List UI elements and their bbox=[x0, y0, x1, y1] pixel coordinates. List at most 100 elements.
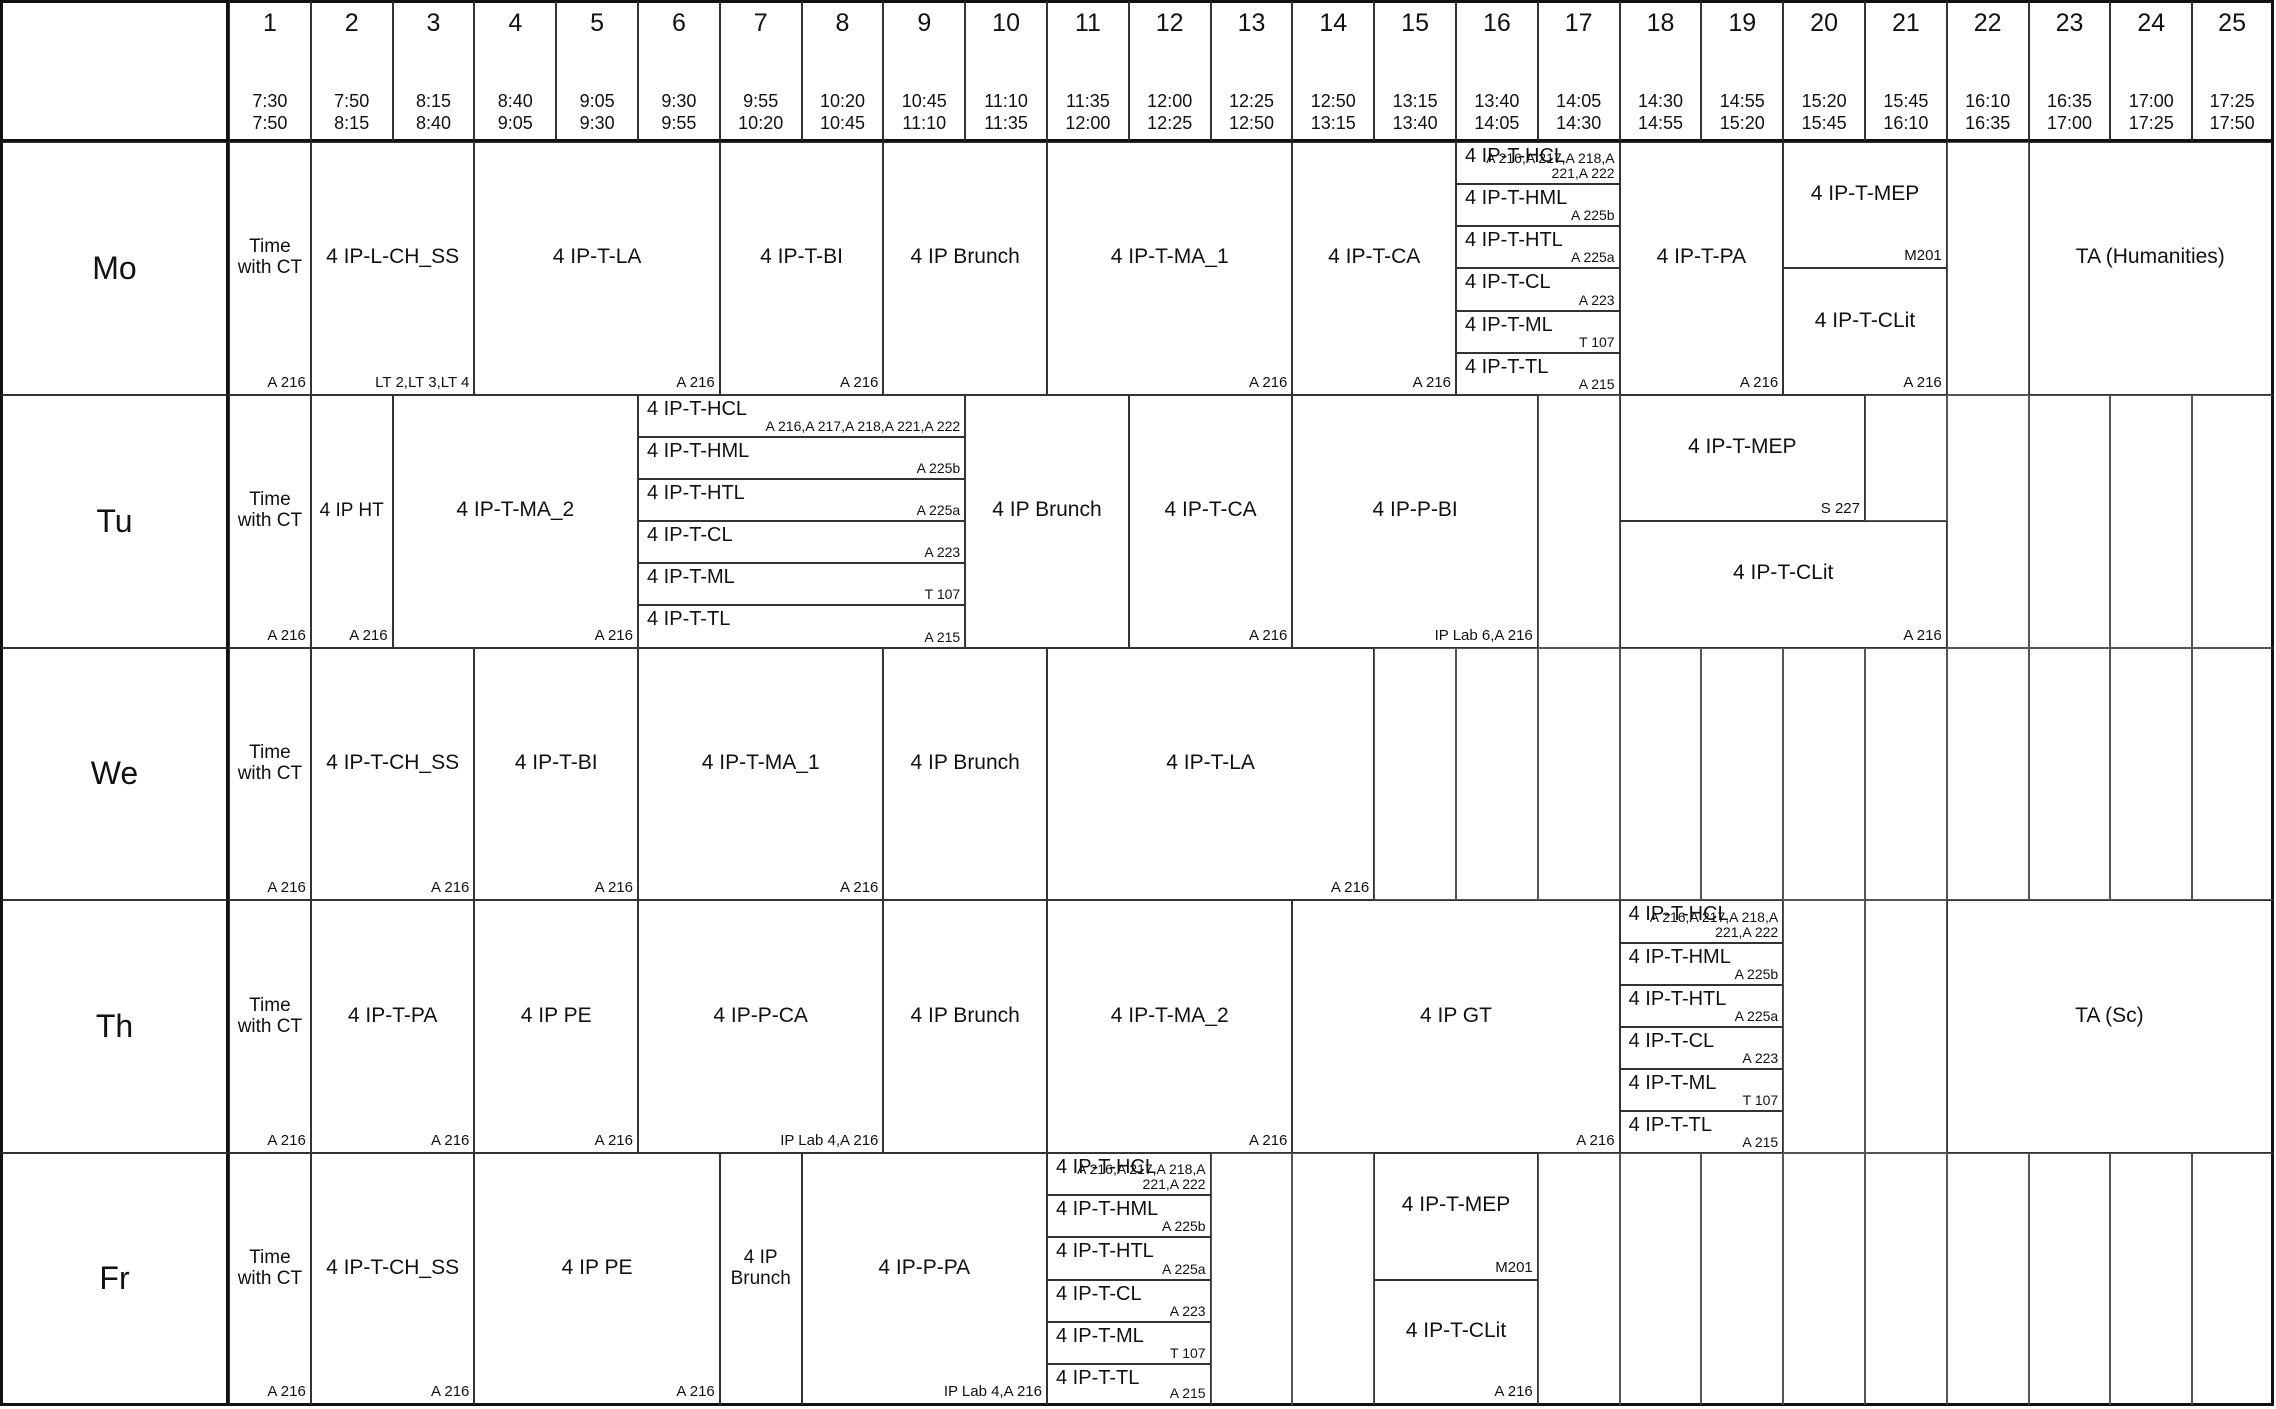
lesson-block[interactable]: 4 IP-T-MA_1 A 216 bbox=[638, 647, 884, 901]
lesson-block[interactable]: 4 IP Brunch bbox=[883, 647, 1047, 901]
lesson-block[interactable]: 4 IP-P-BI IP Lab 6,A 216 bbox=[1292, 394, 1538, 648]
lesson-block[interactable]: 4 IP-T-CA A 216 bbox=[1128, 394, 1293, 648]
lesson-group-option[interactable]: 4 IP-T-CL A 223 bbox=[1456, 268, 1620, 311]
lesson-block[interactable]: 4 IP-T-CA A 216 bbox=[1292, 142, 1456, 395]
lesson-group-option[interactable]: 4 IP-T-HML A 225b bbox=[1456, 184, 1620, 227]
period-start: 16:10 bbox=[1965, 91, 2011, 111]
lesson-group-option[interactable]: 4 IP-T-HML A 225b bbox=[638, 436, 966, 480]
period-end: 17:25 bbox=[2128, 113, 2174, 133]
lesson-group-option[interactable]: 4 IP-T-ML T 107 bbox=[1619, 1068, 1784, 1112]
lesson-block[interactable]: Time with CT A 216 bbox=[229, 1153, 311, 1406]
lesson-block[interactable]: 4 IP-L-CH_SS LT 2,LT 3,LT 4 bbox=[310, 142, 475, 395]
lesson-split[interactable]: 4 IP-T-CLit A 216 bbox=[1619, 521, 1947, 648]
lesson-group-option[interactable]: 4 IP-T-HCL A 216,A 217,A 218,A 221,A 222 bbox=[1047, 1153, 1211, 1196]
room-label: A 223 bbox=[1578, 291, 1615, 308]
lesson-block[interactable]: 4 IP-T-LA A 216 bbox=[474, 142, 720, 395]
empty-slot bbox=[2028, 647, 2111, 901]
empty-slot bbox=[1619, 1153, 1702, 1406]
lesson-group-option[interactable]: 4 IP-T-HML A 225b bbox=[1047, 1195, 1211, 1238]
lesson-group-option[interactable]: 4 IP-T-ML T 107 bbox=[1456, 310, 1620, 353]
lesson-group-option[interactable]: 4 IP-T-HTL A 225a bbox=[1456, 226, 1620, 269]
period-start: 7:50 bbox=[334, 91, 370, 111]
room-label: A 216 bbox=[676, 1382, 715, 1400]
lesson-block[interactable]: TA (Humanities) bbox=[2028, 142, 2274, 395]
lesson-label: 4 IP PE bbox=[520, 1003, 592, 1027]
lesson-label: 4 IP HT bbox=[319, 499, 384, 521]
period-end: 13:15 bbox=[1310, 113, 1356, 133]
room-label: A 216 bbox=[1903, 373, 1942, 391]
lesson-block[interactable]: 4 IP Brunch bbox=[883, 900, 1047, 1154]
lesson-block[interactable]: 4 IP PE A 216 bbox=[474, 1153, 720, 1406]
lesson-label: 4 IP-T-CLit bbox=[1814, 308, 1916, 332]
lesson-block[interactable]: 4 IP-T-PA A 216 bbox=[1619, 142, 1784, 395]
lesson-label: 4 IP-T-MA_1 bbox=[1110, 245, 1229, 269]
lesson-block[interactable]: Time with CT A 216 bbox=[229, 142, 311, 395]
lesson-split[interactable]: 4 IP-T-MEP S 227 bbox=[1619, 394, 1865, 522]
lesson-label: 4 IP-T-TL bbox=[1628, 1114, 1712, 1137]
room-label: A 216 bbox=[1739, 373, 1779, 391]
lesson-block[interactable]: 4 IP-T-CH_SS A 216 bbox=[310, 1153, 475, 1406]
lesson-group-option[interactable]: 4 IP-T-HCL A 216,A 217,A 218,A 221,A 222 bbox=[1456, 142, 1620, 185]
lesson-group-option[interactable]: 4 IP-T-TL A 215 bbox=[638, 605, 966, 648]
lesson-block[interactable]: 4 IP-P-CA IP Lab 4,A 216 bbox=[638, 900, 884, 1154]
lesson-split[interactable]: 4 IP-T-CLit A 216 bbox=[1783, 268, 1947, 395]
lesson-block[interactable]: Time with CT A 216 bbox=[229, 647, 311, 901]
period-start: 8:40 bbox=[497, 91, 533, 111]
period-end: 15:45 bbox=[1801, 113, 1847, 133]
lesson-block[interactable]: 4 IP-T-CH_SS A 216 bbox=[310, 647, 475, 901]
lesson-block[interactable]: 4 IP-T-MA_2 A 216 bbox=[392, 394, 638, 648]
lesson-group-option[interactable]: 4 IP-T-HTL A 225a bbox=[1619, 984, 1784, 1027]
lesson-group-option[interactable]: 4 IP-T-ML T 107 bbox=[1047, 1321, 1211, 1364]
lesson-group-option[interactable]: 4 IP-T-CL A 223 bbox=[1619, 1026, 1784, 1069]
period-end: 8:40 bbox=[415, 113, 452, 133]
period-number: 12 bbox=[1155, 9, 1184, 37]
lesson-label: 4 IP PE bbox=[561, 1255, 633, 1279]
period-end: 12:00 bbox=[1065, 113, 1111, 133]
empty-slot bbox=[1865, 394, 1947, 522]
lesson-block[interactable]: Time with CT A 216 bbox=[229, 394, 311, 648]
lesson-block[interactable]: TA (Sc) bbox=[1946, 900, 2274, 1154]
lesson-group-option[interactable]: 4 IP-T-TL A 215 bbox=[1047, 1363, 1211, 1406]
lesson-group-option[interactable]: 4 IP-T-HCL A 216,A 217,A 218,A 221,A 222 bbox=[638, 394, 966, 437]
day-label: Th bbox=[0, 900, 229, 1154]
lesson-group-option[interactable]: 4 IP-T-CL A 223 bbox=[1047, 1279, 1211, 1322]
lesson-block[interactable]: 4 IP Brunch bbox=[883, 142, 1047, 395]
room-label: A 216 bbox=[267, 626, 306, 644]
lesson-split[interactable]: 4 IP-T-CLit A 216 bbox=[1374, 1279, 1538, 1406]
period-start: 14:05 bbox=[1556, 91, 1602, 111]
lesson-block[interactable]: 4 IP Brunch bbox=[965, 394, 1129, 648]
lesson-group-option[interactable]: 4 IP-T-CL A 223 bbox=[638, 521, 966, 564]
lesson-block[interactable]: 4 IP HT A 216 bbox=[310, 394, 393, 648]
lesson-block[interactable]: Time with CT A 216 bbox=[229, 900, 311, 1154]
lesson-label: 4 IP-T-CA bbox=[1328, 245, 1421, 269]
lesson-block[interactable]: 4 IP GT A 216 bbox=[1292, 900, 1620, 1154]
lesson-block[interactable]: 4 IP-T-BI A 216 bbox=[474, 647, 638, 901]
period-number: 15 bbox=[1401, 9, 1429, 37]
lesson-label: 4 IP-P-PA bbox=[878, 1255, 971, 1279]
lesson-group-option[interactable]: 4 IP-T-ML T 107 bbox=[638, 563, 966, 606]
lesson-group-option[interactable]: 4 IP-T-TL A 215 bbox=[1619, 1111, 1784, 1154]
lesson-block[interactable]: 4 IP-T-MA_1 A 216 bbox=[1047, 142, 1293, 395]
lesson-block[interactable]: 4 IP PE A 216 bbox=[474, 900, 638, 1154]
lesson-block[interactable]: 4 IP-T-BI A 216 bbox=[719, 142, 884, 395]
period-start: 13:15 bbox=[1392, 91, 1438, 111]
room-label: A 225b bbox=[1734, 965, 1779, 982]
lesson-group-option[interactable]: 4 IP-T-HCL A 216,A 217,A 218,A 221,A 222 bbox=[1619, 900, 1784, 943]
room-label: A 216 bbox=[1330, 879, 1370, 897]
lesson-group-option[interactable]: 4 IP-T-HML A 225b bbox=[1619, 942, 1784, 985]
lesson-block[interactable]: 4 IP-T-LA A 216 bbox=[1047, 647, 1375, 901]
lesson-split[interactable]: 4 IP-T-MEP M201 bbox=[1374, 1153, 1538, 1280]
period-start: 15:45 bbox=[1883, 91, 1929, 111]
room-label: A 216 bbox=[840, 879, 879, 897]
lesson-block[interactable]: 4 IP-T-PA A 216 bbox=[310, 900, 475, 1154]
lesson-group-option[interactable]: 4 IP-T-TL A 215 bbox=[1456, 352, 1620, 395]
lesson-group-option[interactable]: 4 IP-T-HTL A 225a bbox=[638, 479, 966, 522]
lesson-split[interactable]: 4 IP-T-MEP M201 bbox=[1783, 142, 1947, 269]
period-number: 7 bbox=[753, 9, 768, 37]
lesson-group-option[interactable]: 4 IP-T-HTL A 225a bbox=[1047, 1237, 1211, 1280]
lesson-block[interactable]: 4 IP-T-MA_2 A 216 bbox=[1047, 900, 1293, 1154]
period-start: 12:00 bbox=[1147, 91, 1193, 111]
lesson-block[interactable]: 4 IP Brunch bbox=[719, 1153, 802, 1406]
lesson-label: 4 IP-T-HTL bbox=[1056, 1240, 1154, 1263]
lesson-block[interactable]: 4 IP-P-PA IP Lab 4,A 216 bbox=[801, 1153, 1047, 1406]
